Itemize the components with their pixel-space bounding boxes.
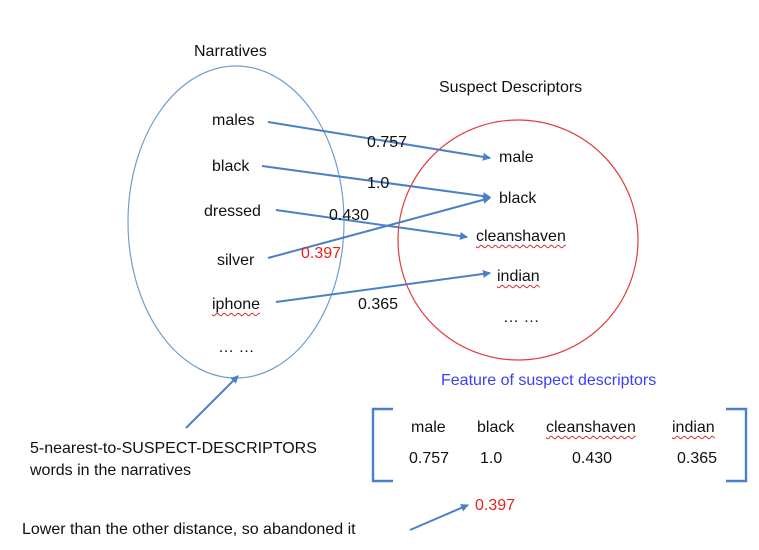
suspect-descriptors-title: Suspect Descriptors (439, 79, 583, 96)
distance-label-dressed-cleanshaven: 0.430 (329, 207, 370, 224)
nearest-words-note-line1: 5-nearest-to-SUSPECT-DESCRIPTORS (30, 440, 317, 457)
feature-title: Feature of suspect descriptors (441, 372, 657, 389)
arrow-to-abandoned-value (409, 504, 469, 531)
descriptor-word-cleanshaven: cleanshaven (476, 228, 566, 245)
narratives-title: Narratives (194, 43, 267, 60)
arrow-iphone-indian (275, 269, 491, 303)
feature-header-male: male (411, 419, 446, 436)
distance-label-black-black: 1.0 (367, 175, 390, 192)
distance-label-silver-black: 0.397 (301, 245, 342, 262)
descriptor-word-male: male (499, 149, 534, 166)
feature-value-indian: 0.365 (677, 450, 718, 467)
feature-value-male: 0.757 (409, 450, 450, 467)
right-bracket (726, 407, 748, 483)
abandoned-value: 0.397 (475, 497, 516, 514)
narrative-word-dressed: dressed (204, 203, 261, 220)
feature-header-cleanshaven: cleanshaven (546, 419, 636, 436)
feature-value-black: 1.0 (480, 450, 503, 467)
feature-header-black: black (477, 419, 515, 436)
arrow-dressed-cleanshaven (275, 209, 468, 240)
distance-label-iphone-indian: 0.365 (358, 296, 399, 313)
narrative-word-black: black (212, 158, 250, 175)
feature-header-indian: indian (672, 419, 715, 436)
feature-value-cleanshaven: 0.430 (572, 450, 613, 467)
nearest-words-note-line2: words in the narratives (30, 462, 191, 479)
arrow-black-black (261, 165, 491, 201)
narrative-word-males: males (212, 112, 255, 129)
arrow-to-narratives (185, 375, 239, 429)
arrow-males-male (267, 121, 491, 161)
left-bracket (371, 407, 393, 483)
narratives-ellipsis: … … (218, 339, 255, 356)
narrative-word-iphone: iphone (212, 296, 261, 313)
descriptor-word-black: black (499, 190, 537, 207)
descriptors-ellipsis: … … (503, 309, 540, 326)
distance-label-males-male: 0.757 (367, 134, 408, 151)
abandoned-note: Lower than the other distance, so abando… (22, 521, 356, 538)
suspect-descriptors-circle (397, 119, 639, 361)
descriptor-word-indian: indian (497, 268, 540, 285)
arrow-silver-black (267, 195, 491, 259)
narrative-word-silver: silver (217, 252, 255, 269)
